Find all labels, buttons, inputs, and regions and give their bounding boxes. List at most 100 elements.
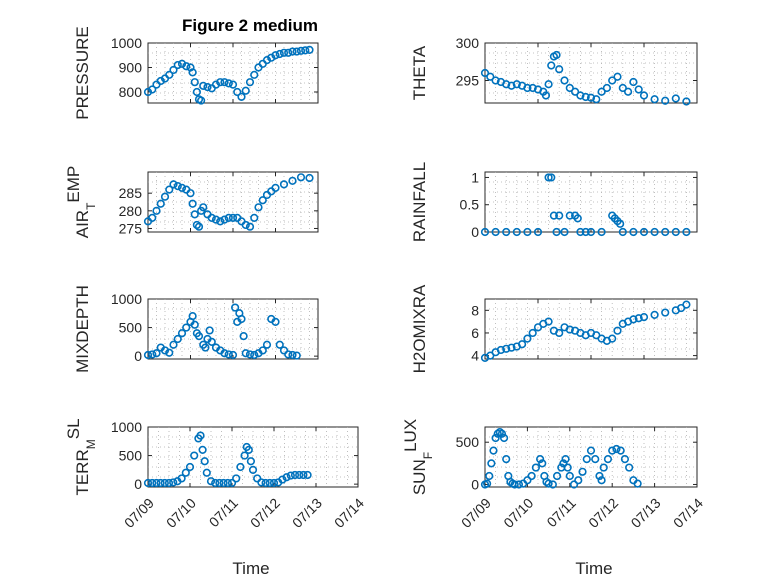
data-point bbox=[169, 478, 178, 487]
y-tick-label: 285 bbox=[119, 185, 143, 201]
data-point bbox=[480, 227, 490, 237]
data-point bbox=[523, 227, 532, 237]
y-tick-label: 1 bbox=[471, 169, 479, 185]
data-point bbox=[502, 227, 511, 237]
data-point bbox=[489, 446, 498, 455]
y-tick-label: 500 bbox=[456, 434, 480, 450]
data-point bbox=[279, 180, 289, 189]
data-point bbox=[629, 315, 638, 324]
data-point bbox=[299, 470, 308, 480]
data-point bbox=[499, 433, 509, 443]
data-point bbox=[552, 227, 561, 237]
data-point bbox=[555, 328, 564, 338]
grid bbox=[148, 43, 318, 103]
y-axis-label: H2OMIXRA bbox=[410, 284, 429, 373]
data-point bbox=[544, 317, 553, 326]
data-point bbox=[613, 326, 622, 335]
data-point bbox=[301, 46, 310, 55]
data-point bbox=[258, 346, 267, 355]
data-point bbox=[671, 227, 680, 237]
data-point bbox=[507, 81, 516, 90]
data-point bbox=[485, 471, 494, 481]
data-point bbox=[186, 189, 195, 198]
y-tick-label: 0 bbox=[134, 476, 142, 492]
data-point bbox=[205, 326, 214, 335]
data-point bbox=[597, 476, 606, 485]
data-point bbox=[661, 308, 670, 317]
data-point bbox=[265, 478, 274, 488]
data-point bbox=[517, 340, 527, 349]
data-point bbox=[160, 478, 169, 488]
data-point bbox=[194, 332, 204, 341]
data-point bbox=[597, 87, 606, 96]
data-point bbox=[582, 455, 591, 464]
y-tick-label: 280 bbox=[119, 203, 143, 219]
data-point bbox=[156, 199, 165, 208]
data-point bbox=[595, 471, 604, 481]
data-point bbox=[491, 76, 500, 85]
data-point bbox=[201, 343, 210, 352]
data-point bbox=[143, 350, 153, 360]
data-point bbox=[169, 65, 178, 75]
data-point bbox=[586, 93, 596, 102]
data-point bbox=[544, 479, 553, 488]
figure-title: Figure 2 medium bbox=[182, 16, 318, 35]
grid bbox=[485, 172, 697, 232]
data-point bbox=[548, 480, 557, 489]
data-point bbox=[303, 470, 312, 480]
data-point bbox=[169, 340, 178, 349]
data-point bbox=[203, 82, 212, 92]
data-point bbox=[188, 312, 197, 321]
data-point bbox=[198, 445, 207, 454]
y-axis-label: SUNFLUX bbox=[401, 419, 436, 495]
data-point bbox=[608, 446, 617, 455]
y-tick-label: 1000 bbox=[111, 35, 142, 51]
x-tick-label: 07/13 bbox=[289, 495, 325, 531]
data-point bbox=[160, 346, 170, 355]
series-markers bbox=[480, 300, 691, 362]
data-point bbox=[536, 455, 545, 464]
data-point bbox=[599, 463, 608, 472]
data-point bbox=[578, 467, 587, 476]
data-point bbox=[279, 48, 289, 57]
y-tick-label: 500 bbox=[119, 448, 143, 464]
data-point bbox=[271, 51, 280, 60]
data-point bbox=[165, 70, 174, 79]
subplot-rainfall: 0 0.5 1 RAINFALL bbox=[410, 162, 698, 242]
data-point bbox=[565, 211, 574, 220]
data-point bbox=[591, 455, 600, 464]
series-markers bbox=[480, 173, 691, 237]
y-tick-label: 4 bbox=[471, 348, 479, 364]
data-point bbox=[286, 471, 295, 480]
data-point bbox=[271, 317, 280, 326]
data-point bbox=[182, 62, 191, 71]
data-point bbox=[512, 227, 521, 237]
data-point bbox=[202, 468, 211, 477]
data-point bbox=[592, 95, 601, 104]
x-tick-label: 07/14 bbox=[670, 495, 706, 531]
data-point bbox=[254, 203, 263, 212]
data-point bbox=[148, 478, 157, 488]
x-tick-label: 07/11 bbox=[543, 495, 579, 531]
x-tick-label: 07/09 bbox=[121, 495, 157, 531]
data-point bbox=[292, 47, 301, 56]
data-point bbox=[618, 83, 627, 93]
data-point bbox=[288, 350, 297, 360]
data-point bbox=[618, 227, 627, 237]
data-point bbox=[215, 478, 224, 488]
data-point bbox=[207, 213, 216, 222]
data-point bbox=[573, 214, 582, 223]
data-point bbox=[233, 87, 242, 97]
data-point bbox=[207, 337, 216, 346]
data-point bbox=[143, 478, 153, 488]
data-point bbox=[533, 227, 543, 237]
series-markers bbox=[143, 431, 312, 488]
data-point bbox=[245, 78, 255, 87]
data-point bbox=[602, 83, 612, 93]
data-point bbox=[565, 325, 574, 334]
data-point bbox=[538, 459, 547, 468]
data-point bbox=[623, 87, 633, 96]
data-point bbox=[502, 455, 511, 464]
y-tick-label: 8 bbox=[471, 302, 479, 318]
data-point bbox=[288, 176, 297, 185]
